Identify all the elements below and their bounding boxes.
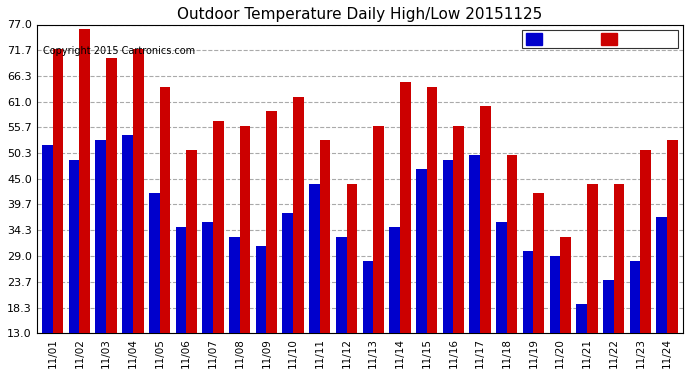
Bar <box>309 184 319 375</box>
Bar <box>159 87 170 375</box>
Bar <box>293 97 304 375</box>
Bar <box>266 111 277 375</box>
Bar <box>576 304 587 375</box>
Bar <box>239 126 250 375</box>
Bar <box>549 256 560 375</box>
Bar <box>533 194 544 375</box>
Title: Outdoor Temperature Daily High/Low 20151125: Outdoor Temperature Daily High/Low 20151… <box>177 7 542 22</box>
Bar <box>202 222 213 375</box>
Bar <box>469 155 480 375</box>
Bar <box>256 246 266 375</box>
Bar <box>587 184 598 375</box>
Bar <box>400 82 411 375</box>
Text: Copyright 2015 Cartronics.com: Copyright 2015 Cartronics.com <box>43 46 195 56</box>
Bar <box>523 251 533 375</box>
Bar <box>42 145 52 375</box>
Bar <box>133 49 144 375</box>
Bar <box>373 126 384 375</box>
Bar <box>79 29 90 375</box>
Bar <box>95 140 106 375</box>
Bar <box>346 184 357 375</box>
Bar <box>362 261 373 375</box>
Bar <box>106 58 117 375</box>
Bar <box>52 49 63 375</box>
Bar <box>443 159 453 375</box>
Bar <box>613 184 624 375</box>
Bar <box>336 237 346 375</box>
Bar <box>122 135 133 375</box>
Bar <box>453 126 464 375</box>
Bar <box>229 237 239 375</box>
Bar <box>496 222 506 375</box>
Bar <box>667 140 678 375</box>
Bar <box>282 213 293 375</box>
Bar <box>630 261 640 375</box>
Bar <box>603 280 613 375</box>
Legend: Low  (°F), High  (°F): Low (°F), High (°F) <box>522 30 678 48</box>
Bar <box>175 227 186 375</box>
Bar <box>656 217 667 375</box>
Bar <box>426 87 437 375</box>
Bar <box>186 150 197 375</box>
Bar <box>506 155 518 375</box>
Bar <box>69 159 79 375</box>
Bar <box>480 106 491 375</box>
Bar <box>640 150 651 375</box>
Bar <box>319 140 331 375</box>
Bar <box>416 169 426 375</box>
Bar <box>149 194 159 375</box>
Bar <box>213 121 224 375</box>
Bar <box>560 237 571 375</box>
Bar <box>389 227 400 375</box>
